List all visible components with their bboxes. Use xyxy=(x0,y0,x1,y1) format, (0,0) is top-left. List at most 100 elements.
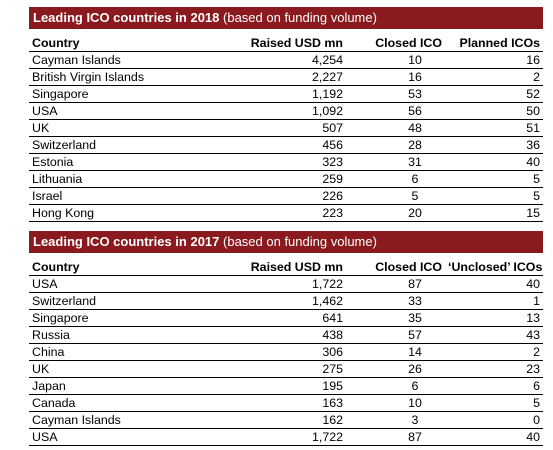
column-header-raised: Raised USD mn xyxy=(206,35,346,52)
table-title-note: (based on funding volume) xyxy=(223,234,377,249)
cell-closed: 10 xyxy=(346,394,445,412)
table-title-bar: Leading ICO countries in 2018 (based on … xyxy=(29,7,543,29)
cell-planned: 5 xyxy=(445,187,543,205)
cell-planned: 15 xyxy=(445,204,543,222)
table-title: Leading ICO countries in 2018 xyxy=(33,10,220,25)
cell-country: UK xyxy=(29,119,206,137)
cell-country: USA xyxy=(29,102,206,120)
cell-raised: 195 xyxy=(206,377,346,395)
cell-closed: 87 xyxy=(346,428,445,446)
cell-country: Canada xyxy=(29,394,206,412)
cell-country: Lithuania xyxy=(29,170,206,188)
cell-closed: 10 xyxy=(346,51,445,69)
data-table: Country Raised USD mn Closed ICO Planned… xyxy=(29,35,543,222)
cell-raised: 1,462 xyxy=(206,292,346,310)
header-row: Country Raised USD mn Closed ICO Planned… xyxy=(29,35,543,52)
cell-raised: 507 xyxy=(206,119,346,137)
cell-country: Cayman Islands xyxy=(29,411,206,429)
table-row: UK 275 26 23 xyxy=(29,360,543,378)
cell-planned: 6 xyxy=(445,377,543,395)
table-row: Singapore 1,192 53 52 xyxy=(29,85,543,103)
table-row: Lithuania 259 6 5 xyxy=(29,170,543,188)
column-header-country: Country xyxy=(29,259,206,276)
header-row: Country Raised USD mn Closed ICO ‘Unclos… xyxy=(29,259,543,276)
table-row: Cayman Islands 162 3 0 xyxy=(29,411,543,429)
table-row: Switzerland 456 28 36 xyxy=(29,136,543,154)
cell-planned: 40 xyxy=(445,275,543,293)
table-title-bar: Leading ICO countries in 2017 (based on … xyxy=(29,231,543,253)
cell-country: USA xyxy=(29,275,206,293)
table-row: UK 507 48 51 xyxy=(29,119,543,137)
cell-country: USA xyxy=(29,428,206,446)
cell-closed: 87 xyxy=(346,275,445,293)
cell-country: Hong Kong xyxy=(29,204,206,222)
cell-country: Russia xyxy=(29,326,206,344)
table-row: USA 1,722 87 40 xyxy=(29,275,543,293)
cell-planned: 40 xyxy=(445,153,543,171)
cell-raised: 162 xyxy=(206,411,346,429)
cell-raised: 2,227 xyxy=(206,68,346,86)
table-row: Estonia 323 31 40 xyxy=(29,153,543,171)
column-header-raised: Raised USD mn xyxy=(206,259,346,276)
table-title: Leading ICO countries in 2017 xyxy=(33,234,220,249)
cell-closed: 26 xyxy=(346,360,445,378)
cell-closed: 5 xyxy=(346,187,445,205)
cell-planned: 52 xyxy=(445,85,543,103)
cell-raised: 1,722 xyxy=(206,428,346,446)
cell-planned: 0 xyxy=(445,411,543,429)
table-row: Cayman Islands 4,254 10 16 xyxy=(29,51,543,69)
cell-raised: 223 xyxy=(206,204,346,222)
cell-raised: 456 xyxy=(206,136,346,154)
column-header-closed: Closed ICO xyxy=(346,35,445,52)
cell-planned: 13 xyxy=(445,309,543,327)
cell-country: Switzerland xyxy=(29,136,206,154)
cell-closed: 28 xyxy=(346,136,445,154)
table-row: Canada 163 10 5 xyxy=(29,394,543,412)
cell-country: Singapore xyxy=(29,309,206,327)
cell-raised: 438 xyxy=(206,326,346,344)
table-row: Hong Kong 223 20 15 xyxy=(29,204,543,222)
column-header-country: Country xyxy=(29,35,206,52)
table-row: Singapore 641 35 13 xyxy=(29,309,543,327)
table-row: Japan 195 6 6 xyxy=(29,377,543,395)
cell-planned: 40 xyxy=(445,428,543,446)
cell-raised: 306 xyxy=(206,343,346,361)
cell-raised: 1,722 xyxy=(206,275,346,293)
ico-table-2018: Leading ICO countries in 2018 (based on … xyxy=(29,7,543,222)
table-row: USA 1,092 56 50 xyxy=(29,102,543,120)
cell-planned: 51 xyxy=(445,119,543,137)
table-row: USA 1,722 87 40 xyxy=(29,428,543,446)
cell-raised: 163 xyxy=(206,394,346,412)
cell-country: UK xyxy=(29,360,206,378)
data-table: Country Raised USD mn Closed ICO ‘Unclos… xyxy=(29,259,543,446)
cell-country: Cayman Islands xyxy=(29,51,206,69)
cell-planned: 2 xyxy=(445,343,543,361)
cell-closed: 56 xyxy=(346,102,445,120)
cell-country: Switzerland xyxy=(29,292,206,310)
cell-planned: 36 xyxy=(445,136,543,154)
cell-closed: 48 xyxy=(346,119,445,137)
cell-raised: 1,092 xyxy=(206,102,346,120)
cell-closed: 3 xyxy=(346,411,445,429)
table-row: British Virgin Islands 2,227 16 2 xyxy=(29,68,543,86)
cell-closed: 6 xyxy=(346,170,445,188)
cell-planned: 43 xyxy=(445,326,543,344)
cell-raised: 641 xyxy=(206,309,346,327)
cell-planned: 5 xyxy=(445,170,543,188)
table-title-note: (based on funding volume) xyxy=(223,10,377,25)
cell-closed: 6 xyxy=(346,377,445,395)
cell-raised: 226 xyxy=(206,187,346,205)
column-header-closed: Closed ICO xyxy=(346,259,445,276)
table-row: Switzerland 1,462 33 1 xyxy=(29,292,543,310)
cell-country: Israel xyxy=(29,187,206,205)
column-header-planned: Planned ICOs xyxy=(445,35,543,52)
cell-country: Estonia xyxy=(29,153,206,171)
cell-closed: 53 xyxy=(346,85,445,103)
cell-closed: 35 xyxy=(346,309,445,327)
cell-planned: 50 xyxy=(445,102,543,120)
cell-planned: 16 xyxy=(445,51,543,69)
cell-planned: 1 xyxy=(445,292,543,310)
cell-closed: 57 xyxy=(346,326,445,344)
ico-table-2017: Leading ICO countries in 2017 (based on … xyxy=(29,231,543,446)
cell-closed: 14 xyxy=(346,343,445,361)
